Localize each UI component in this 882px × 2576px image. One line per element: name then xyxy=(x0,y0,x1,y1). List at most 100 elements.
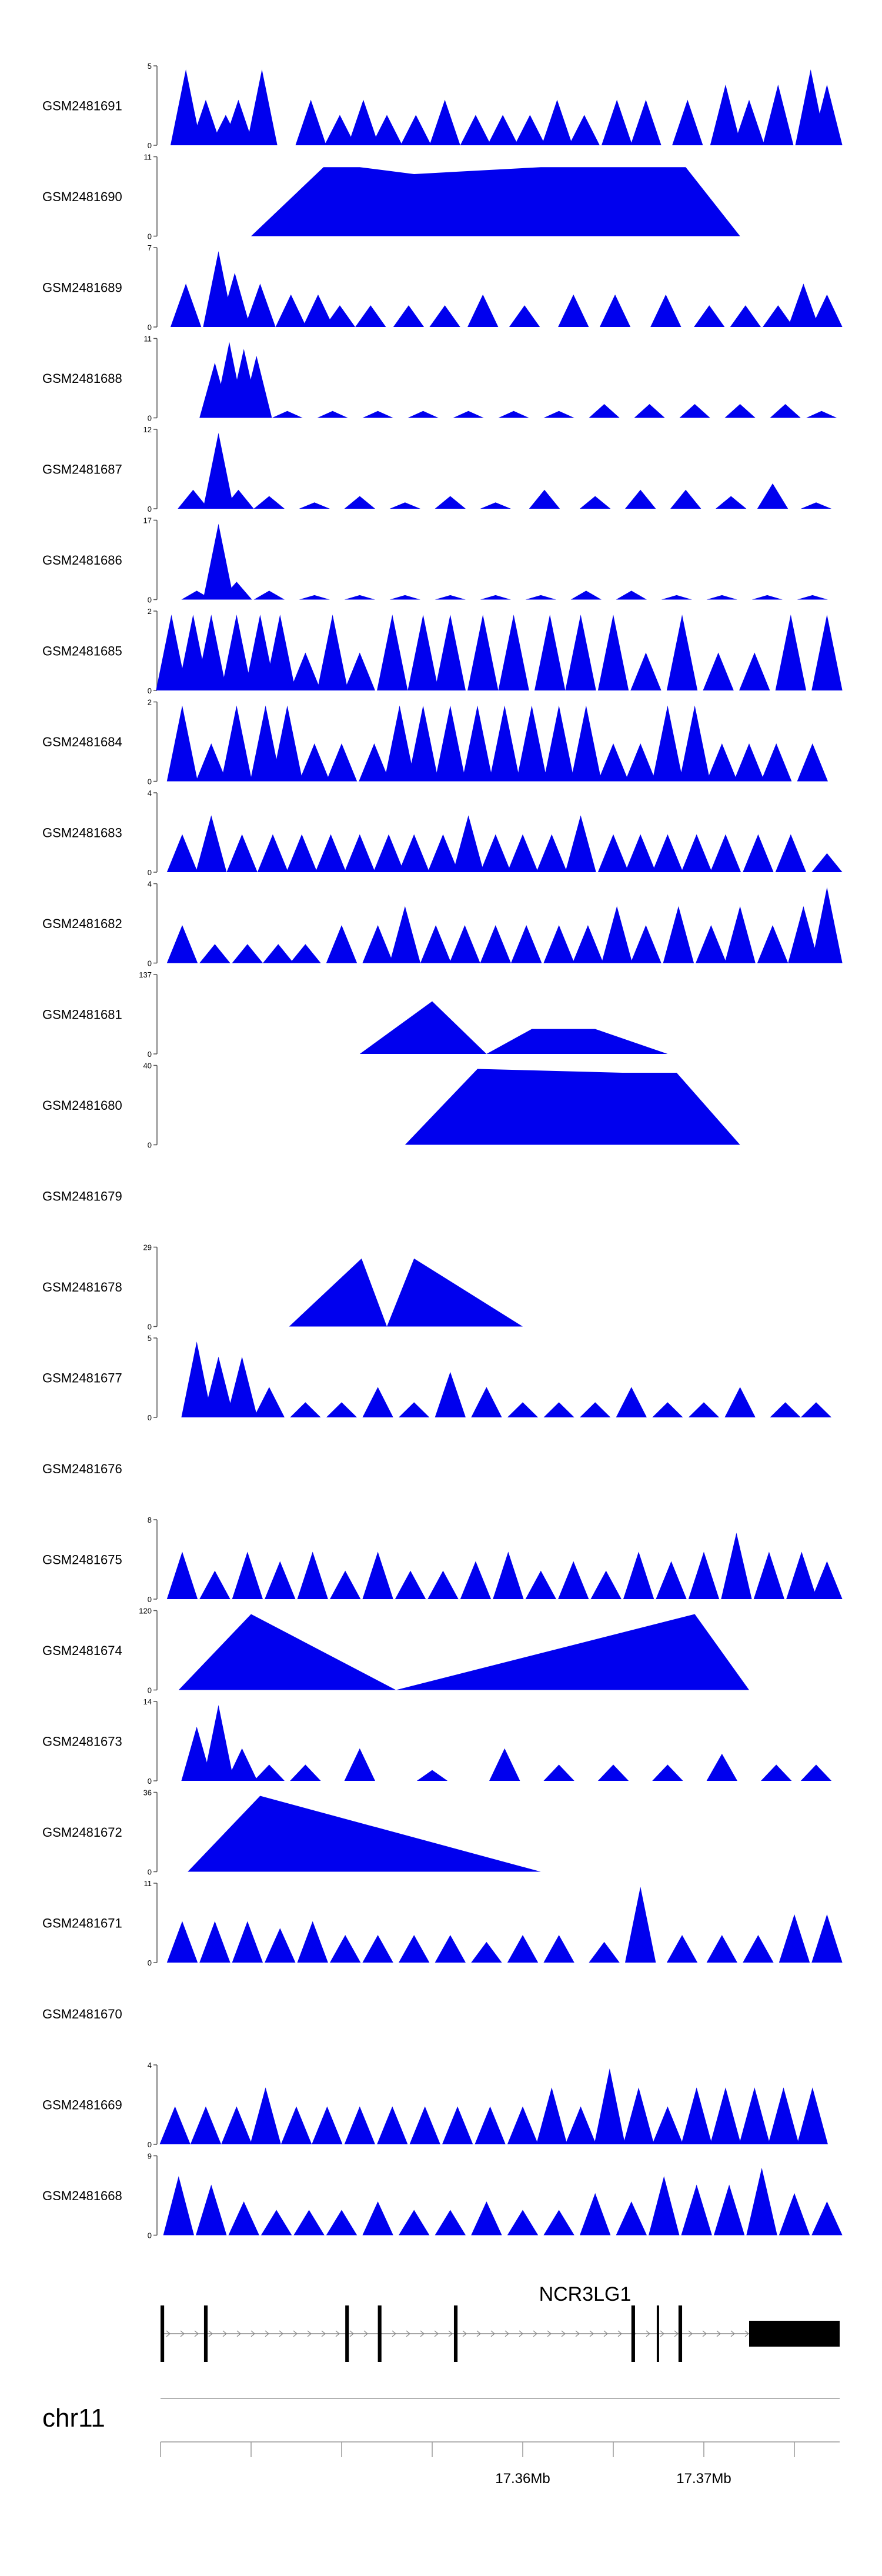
coverage-peak xyxy=(344,595,375,600)
coverage-peak xyxy=(498,615,529,690)
coverage-peak xyxy=(672,99,703,145)
coverage-peak xyxy=(290,944,321,963)
coverage-peak xyxy=(272,411,303,418)
strand-chevron xyxy=(363,2330,368,2337)
track-GSM2481684: GSM2481684 2 0 xyxy=(42,698,828,786)
coverage-peak xyxy=(196,615,227,690)
coverage-area xyxy=(178,1614,749,1690)
coverage-peak xyxy=(688,1402,720,1417)
coverage-peak xyxy=(757,483,789,509)
coverage-peak xyxy=(616,2201,647,2235)
coverage-peak xyxy=(362,1935,393,1963)
strand-chevron xyxy=(265,2330,269,2337)
coverage-peak xyxy=(529,489,560,509)
coverage-peak xyxy=(166,925,198,963)
coverage-peak xyxy=(219,272,250,327)
track-label: GSM2481685 xyxy=(42,644,122,659)
coverage-peak xyxy=(536,2087,567,2144)
track-GSM2481687: GSM2481687 12 0 xyxy=(42,425,832,513)
strand-chevron xyxy=(561,2330,566,2337)
coverage-peak xyxy=(326,2210,358,2235)
coverage-peak xyxy=(516,705,547,782)
y-axis-max-label: 5 xyxy=(148,62,152,71)
coverage-peak xyxy=(696,925,727,963)
gene-utr xyxy=(749,2321,840,2347)
coverage-peak xyxy=(558,294,589,327)
y-axis-zero-label: 0 xyxy=(148,323,152,332)
coverage-peak xyxy=(475,2106,506,2144)
coverage-peak xyxy=(597,1764,629,1781)
coverage-peak xyxy=(290,1764,321,1781)
track-label: GSM2481677 xyxy=(42,1371,122,1386)
coverage-area xyxy=(405,1069,740,1145)
coverage-peak xyxy=(706,1935,737,1963)
coverage-peak xyxy=(713,2184,745,2235)
coverage-peak xyxy=(317,411,348,418)
y-axis-max-label: 29 xyxy=(143,1243,152,1252)
coverage-peak xyxy=(788,906,819,963)
coverage-peak xyxy=(471,1941,502,1963)
gene-annotation-track: NCR3LG1 xyxy=(161,2283,840,2362)
y-axis-max-label: 5 xyxy=(148,1334,152,1343)
y-axis-zero-label: 0 xyxy=(148,1686,152,1695)
coverage-peak xyxy=(743,834,774,872)
coverage-peak xyxy=(663,906,694,963)
y-axis-zero-label: 0 xyxy=(148,1868,152,1877)
coverage-peak xyxy=(507,1402,539,1417)
strand-chevron xyxy=(646,2330,650,2337)
track-label: GSM2481672 xyxy=(42,1825,122,1840)
track-GSM2481675: GSM2481675 8 0 xyxy=(42,1516,843,1604)
coverage-peak xyxy=(246,69,278,145)
coverage-peak xyxy=(420,925,452,963)
coverage-tracks: GSM248169150GSM2481690110GSM248168970GSM… xyxy=(42,62,843,2240)
coverage-peak xyxy=(377,615,408,690)
strand-chevron xyxy=(434,2330,439,2337)
coverage-peak xyxy=(800,1764,832,1781)
track-label: GSM2481669 xyxy=(42,2098,122,2113)
coverage-peak xyxy=(199,944,230,963)
coverage-peak xyxy=(534,615,566,690)
coverage-peak xyxy=(435,615,466,690)
strand-chevron xyxy=(533,2330,537,2337)
coverage-peak xyxy=(761,1764,792,1781)
coverage-peak xyxy=(265,1561,296,1599)
coverage-peak xyxy=(589,404,620,418)
track-label: GSM2481684 xyxy=(42,735,122,749)
coverage-peak xyxy=(315,834,346,872)
coverage-peak xyxy=(384,705,415,782)
coverage-peak xyxy=(507,1935,539,1963)
y-axis-zero-label: 0 xyxy=(148,505,152,513)
coverage-peak xyxy=(543,925,574,963)
track-GSM2481689: GSM2481689 7 0 xyxy=(42,243,843,332)
coverage-peak xyxy=(427,1570,459,1599)
track-label: GSM2481690 xyxy=(42,189,122,204)
y-axis-max-label: 4 xyxy=(148,2061,152,2070)
coverage-peak xyxy=(770,1402,801,1417)
gene-exon xyxy=(345,2305,349,2362)
coverage-peak xyxy=(203,523,234,600)
coverage-peak xyxy=(344,652,375,690)
strand-chevron xyxy=(222,2330,227,2337)
coverage-peak xyxy=(435,496,466,509)
coverage-peak xyxy=(272,705,303,782)
coverage-peak xyxy=(652,705,683,782)
y-axis-max-label: 11 xyxy=(144,1879,152,1888)
coverage-peak xyxy=(480,502,511,509)
coverage-peak xyxy=(489,1748,520,1781)
coverage-peak xyxy=(203,1356,234,1417)
coverage-peak xyxy=(779,2193,810,2235)
coverage-peak xyxy=(395,1570,426,1599)
coverage-peak xyxy=(178,489,209,509)
coverage-peak xyxy=(467,294,499,327)
coverage-peak xyxy=(407,615,439,690)
coverage-peak xyxy=(498,411,529,418)
gene-exon xyxy=(203,2305,208,2362)
coverage-peak xyxy=(299,502,330,509)
strand-chevron xyxy=(180,2330,185,2337)
coverage-peak xyxy=(362,925,393,963)
coverage-peak xyxy=(399,1402,430,1417)
coverage-peak xyxy=(597,834,629,872)
coverage-peak xyxy=(811,615,843,690)
track-GSM2481677: GSM2481677 5 0 xyxy=(42,1334,832,1422)
coverage-peak xyxy=(706,743,737,782)
